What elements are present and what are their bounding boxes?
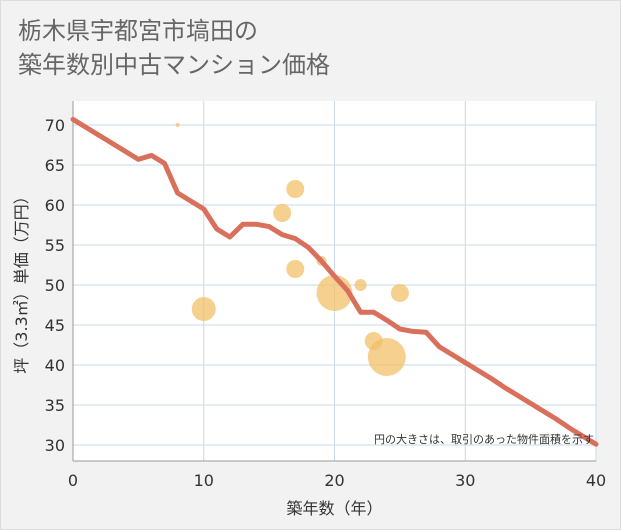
x-tick-label: 10 [194,471,214,490]
y-tick-label: 35 [45,396,65,415]
bubble-point [286,180,305,198]
bubble-point [354,279,367,291]
x-axis-label: 築年数（年） [286,499,382,518]
y-tick-labels: 30 35 40 45 50 55 60 65 70 [45,116,65,455]
bubble-point [175,123,180,127]
bubble-point [367,338,406,376]
x-tick-label: 30 [455,471,475,490]
y-tick-label: 55 [45,236,65,255]
x-tick-label: 40 [586,471,606,490]
bubble-point [191,297,216,321]
chart-title: 栃木県宇都宮市塙田の 築年数別中古マンション価格 [18,17,330,79]
trend-line [70,116,599,447]
size-note: 円の大きさは、取引のあった物件面積を示す [374,432,594,446]
y-tick-label: 70 [45,116,65,135]
x-tick-label: 0 [68,471,78,490]
x-tick-labels: 0 10 20 30 40 [68,471,606,490]
y-tick-label: 45 [45,316,65,335]
y-tick-label: 30 [45,436,65,455]
x-tick-label: 20 [324,471,344,490]
y-tick-label: 50 [45,276,65,295]
bubble-point [286,260,305,278]
y-tick-label: 40 [45,356,65,375]
y-tick-label: 65 [45,156,65,175]
y-tick-label: 60 [45,196,65,215]
y-axis-label: 坪（3.3㎡）単価（万円） [12,188,31,373]
bubble-point [273,204,292,222]
bubble-point [390,284,409,302]
